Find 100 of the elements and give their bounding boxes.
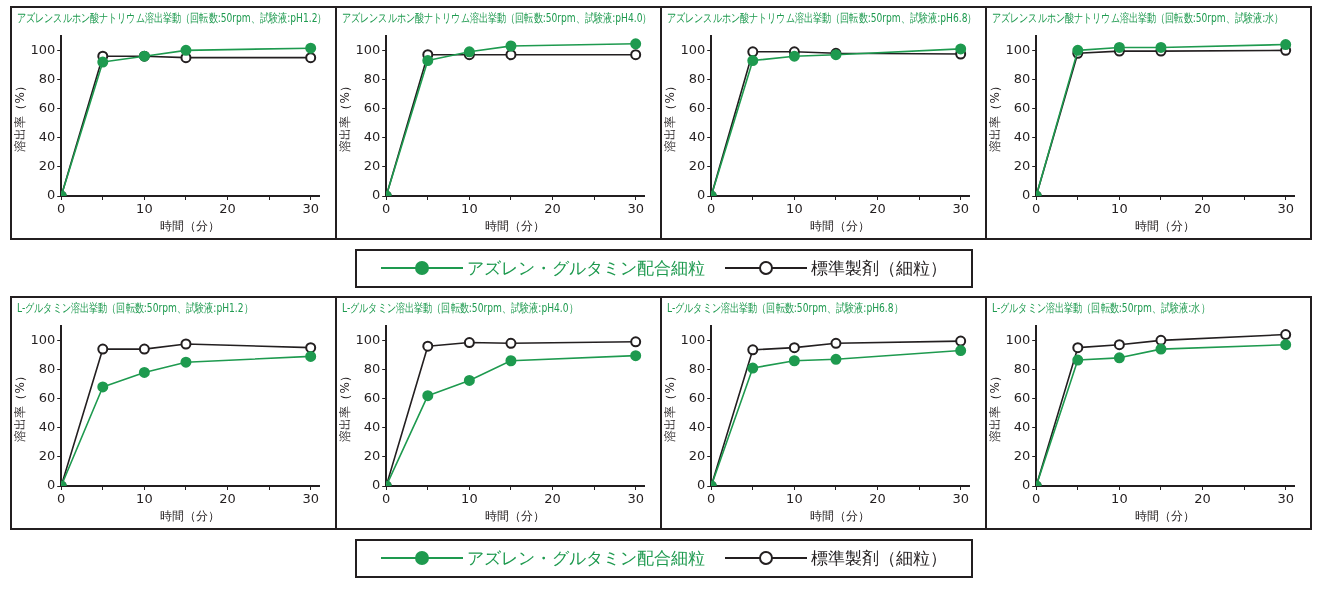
x-axis-title: 時間（分） [810, 508, 871, 523]
y-tick-label: 40 [688, 129, 706, 145]
y-tick-label: 60 [1013, 389, 1031, 405]
x-tick-label: 10 [461, 201, 478, 217]
x-tick-label: 10 [461, 491, 478, 507]
x-axis-title: 時間（分） [485, 218, 546, 233]
y-tick-label: 40 [363, 129, 381, 145]
y-tick-label: 80 [38, 360, 56, 376]
y-axis-title: 溶出率（%） [988, 370, 1003, 442]
x-tick-label: 20 [869, 491, 886, 507]
legend-label: アズレン・グルタミン配合細粒 [467, 546, 705, 570]
x-tick-label: 0 [382, 201, 391, 217]
x-tick-label: 20 [544, 491, 561, 507]
y-tick-label: 20 [688, 448, 706, 464]
y-tick-label: 0 [46, 187, 56, 203]
y-tick-label: 0 [46, 477, 56, 493]
y-tick-label: 20 [38, 158, 56, 174]
x-tick-label: 0 [1032, 491, 1041, 507]
y-tick-label: 100 [1005, 331, 1031, 347]
x-tick-label: 0 [707, 201, 716, 217]
y-tick-label: 0 [1021, 477, 1031, 493]
y-tick-label: 60 [688, 389, 706, 405]
y-tick-label: 80 [363, 70, 381, 86]
x-tick-label: 30 [302, 201, 319, 217]
x-tick-label: 20 [1194, 491, 1211, 507]
x-tick-label: 30 [627, 491, 644, 507]
y-axis-title: 溶出率（%） [663, 80, 678, 152]
y-tick-label: 40 [1013, 419, 1031, 435]
y-tick-label: 60 [1013, 99, 1031, 115]
x-axis-title: 時間（分） [485, 508, 546, 523]
y-tick-label: 60 [363, 99, 381, 115]
x-tick-label: 10 [136, 201, 153, 217]
x-tick-label: 30 [627, 201, 644, 217]
y-axis-title: 溶出率（%） [338, 80, 353, 152]
chart-title: アズレンスルホン酸ナトリウム溶出挙動（回転数:50rpm、試験液:pH4.0） [342, 9, 652, 27]
y-tick-label: 80 [38, 70, 56, 86]
y-tick-label: 100 [30, 331, 56, 347]
y-tick-label: 20 [363, 158, 381, 174]
y-tick-label: 20 [1013, 448, 1031, 464]
x-axis-title: 時間（分） [810, 218, 871, 233]
x-tick-label: 30 [1277, 491, 1294, 507]
y-axis-title: 溶出率（%） [13, 370, 28, 442]
y-axis-title: 溶出率（%） [988, 80, 1003, 152]
x-tick-label: 10 [1111, 491, 1128, 507]
y-tick-label: 100 [1005, 41, 1031, 57]
legend-label: 標準製剤（細粒） [811, 256, 947, 280]
y-tick-label: 100 [355, 331, 381, 347]
y-tick-label: 80 [1013, 360, 1031, 376]
x-axis-title: 時間（分） [160, 508, 221, 523]
chart-title: アズレンスルホン酸ナトリウム溶出挙動（回転数:50rpm、試験液:pH1.2） [17, 9, 327, 27]
y-tick-label: 100 [680, 41, 706, 57]
x-tick-label: 20 [219, 201, 236, 217]
x-tick-label: 0 [57, 491, 66, 507]
x-tick-label: 30 [952, 491, 969, 507]
y-tick-label: 40 [1013, 129, 1031, 145]
x-tick-label: 0 [1032, 201, 1041, 217]
y-tick-label: 60 [688, 99, 706, 115]
y-tick-label: 60 [38, 389, 56, 405]
y-tick-label: 80 [363, 360, 381, 376]
chart-title: L-グルタミン溶出挙動（回転数:50rpm、試験液:pH6.8） [667, 299, 903, 317]
x-tick-label: 10 [786, 491, 803, 507]
y-tick-label: 60 [363, 389, 381, 405]
y-tick-label: 40 [688, 419, 706, 435]
y-tick-label: 0 [371, 477, 381, 493]
x-tick-label: 0 [707, 491, 716, 507]
legend-label: 標準製剤（細粒） [811, 546, 947, 570]
chart-title: L-グルタミン溶出挙動（回転数:50rpm、試験液:pH4.0） [342, 299, 578, 317]
y-tick-label: 40 [38, 419, 56, 435]
y-tick-label: 20 [1013, 158, 1031, 174]
y-tick-label: 0 [696, 477, 706, 493]
x-tick-label: 20 [544, 201, 561, 217]
y-tick-label: 0 [1021, 187, 1031, 203]
y-tick-label: 80 [1013, 70, 1031, 86]
y-tick-label: 20 [363, 448, 381, 464]
y-tick-label: 40 [38, 129, 56, 145]
y-axis-title: 溶出率（%） [338, 370, 353, 442]
chart-title: L-グルタミン溶出挙動（回転数:50rpm、試験液:pH1.2） [17, 299, 253, 317]
chart-title: L-グルタミン溶出挙動（回転数:50rpm、試験液:水） [992, 299, 1210, 317]
x-tick-label: 10 [786, 201, 803, 217]
legend-label: アズレン・グルタミン配合細粒 [467, 256, 705, 280]
x-tick-label: 20 [219, 491, 236, 507]
y-axis-title: 溶出率（%） [663, 370, 678, 442]
y-axis-title: 溶出率（%） [13, 80, 28, 152]
x-tick-label: 30 [1277, 201, 1294, 217]
chart-title: アズレンスルホン酸ナトリウム溶出挙動（回転数:50rpm、試験液:pH6.8） [667, 9, 977, 27]
x-tick-label: 30 [302, 491, 319, 507]
x-tick-label: 30 [952, 201, 969, 217]
x-tick-label: 10 [136, 491, 153, 507]
y-tick-label: 0 [371, 187, 381, 203]
y-tick-label: 100 [680, 331, 706, 347]
x-tick-label: 0 [382, 491, 391, 507]
x-tick-label: 10 [1111, 201, 1128, 217]
chart-title: アズレンスルホン酸ナトリウム溶出挙動（回転数:50rpm、試験液:水） [992, 9, 1284, 27]
y-tick-label: 100 [30, 41, 56, 57]
y-tick-label: 20 [688, 158, 706, 174]
y-tick-label: 0 [696, 187, 706, 203]
y-tick-label: 80 [688, 70, 706, 86]
y-tick-label: 80 [688, 360, 706, 376]
x-axis-title: 時間（分） [1135, 218, 1196, 233]
y-tick-label: 100 [355, 41, 381, 57]
